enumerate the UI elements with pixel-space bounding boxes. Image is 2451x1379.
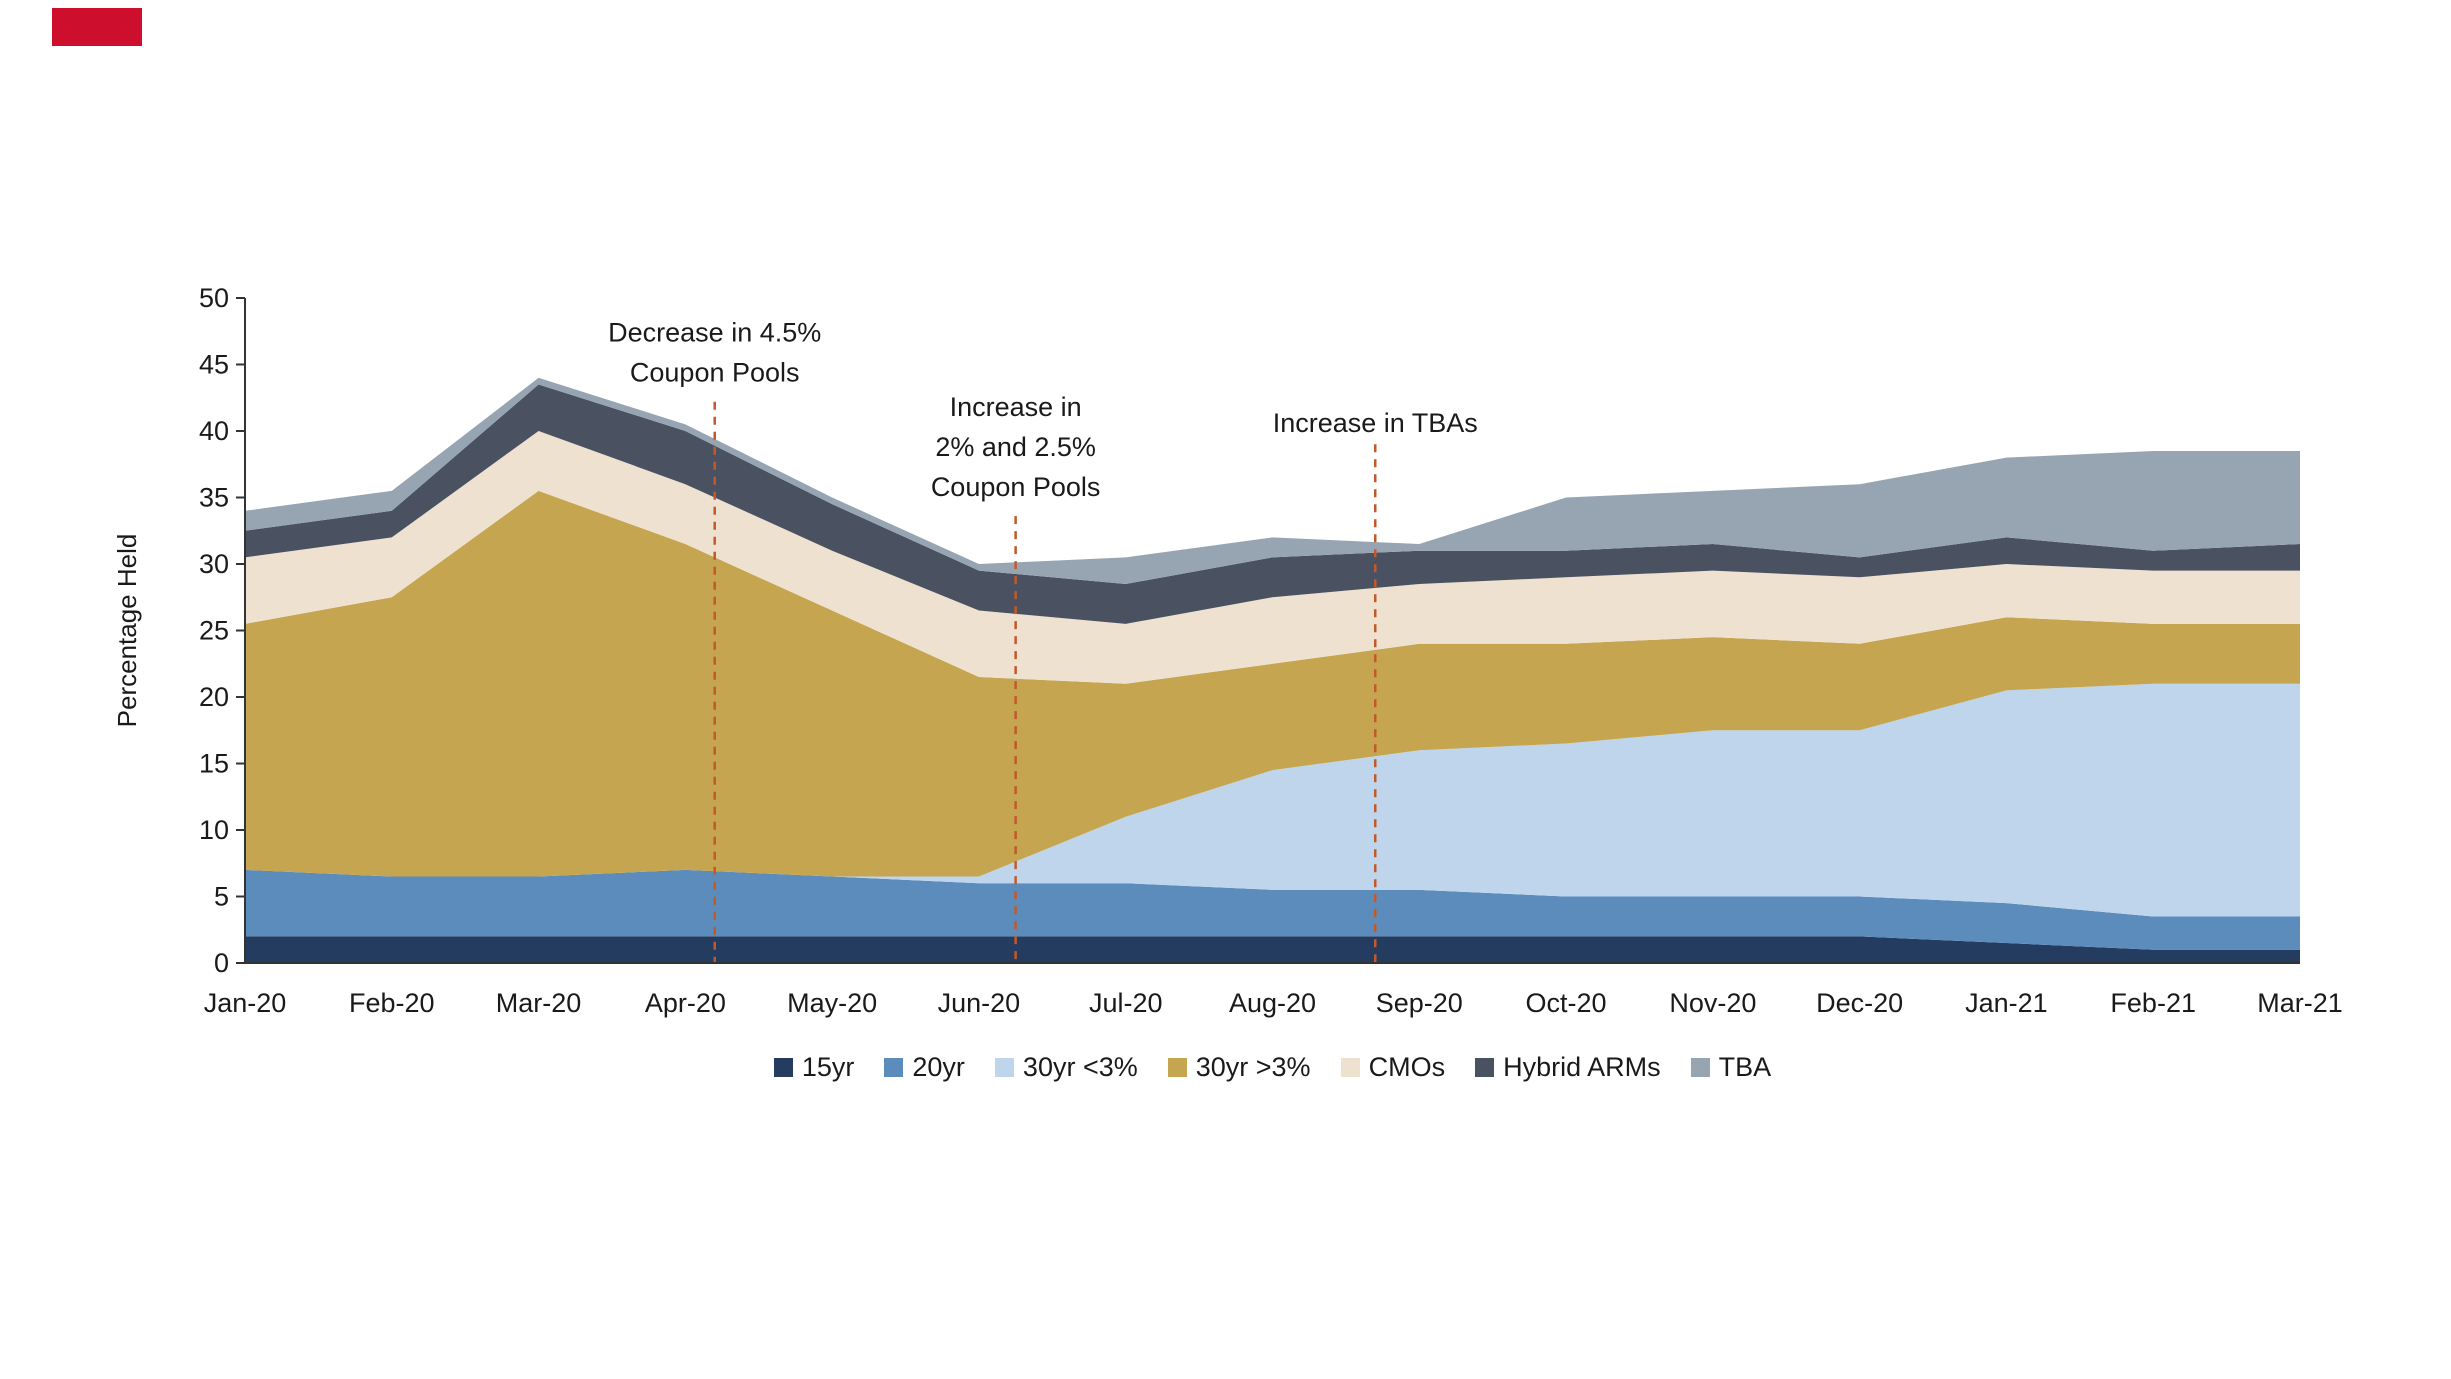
area-series-tba: [245, 377, 2300, 584]
y-tick-label: 20: [199, 682, 229, 712]
x-tick-label: May-20: [787, 988, 877, 1018]
area-series-15yr: [245, 936, 2300, 963]
y-tick-label: 50: [199, 283, 229, 313]
legend-label-hybrid-arms: Hybrid ARMs: [1503, 1052, 1661, 1082]
legend-label-30yr-3: 30yr <3%: [1022, 1052, 1138, 1082]
x-tick-label: Nov-20: [1669, 988, 1756, 1018]
y-tick-label: 40: [199, 416, 229, 446]
x-tick-label: Sep-20: [1376, 988, 1463, 1018]
x-tick-label: Jul-20: [1089, 988, 1163, 1018]
annotation-text-2: Increase in: [950, 392, 1082, 422]
legend-label-cmos: CMOs: [1368, 1052, 1446, 1082]
y-tick-label: 30: [199, 549, 229, 579]
legend-swatch-20yr: [884, 1058, 904, 1077]
legend-item-cmos: CMOs: [1340, 1052, 1446, 1083]
legend-item-15yr: 15yr: [773, 1052, 855, 1083]
legend-label-20yr: 20yr: [912, 1052, 965, 1082]
x-tick-label: Jan-21: [1965, 988, 2048, 1018]
legend-swatch-cmos: [1340, 1058, 1360, 1077]
area-series-cmos: [245, 431, 2300, 684]
legend-swatch-tba: [1690, 1058, 1710, 1077]
x-tick-label: Oct-20: [1526, 988, 1607, 1018]
annotation-text-2: Coupon Pools: [931, 472, 1101, 502]
x-tick-label: Apr-20: [645, 988, 726, 1018]
legend-swatch-hybrid-arms: [1475, 1058, 1495, 1077]
x-tick-label: Aug-20: [1229, 988, 1316, 1018]
y-tick-label: 0: [214, 948, 229, 978]
y-axis-title: Percentage Held: [112, 534, 142, 728]
area-series-hybrid-arms: [245, 384, 2300, 624]
y-tick-label: 45: [199, 350, 229, 380]
annotation-text-2: 2% and 2.5%: [935, 432, 1096, 462]
y-tick-label: 10: [199, 815, 229, 845]
area-series-30yr-3: [245, 683, 2300, 917]
y-tick-label: 25: [199, 616, 229, 646]
x-tick-label: Mar-21: [2257, 988, 2343, 1018]
annotation-text-1: Decrease in 4.5%: [608, 318, 821, 348]
legend-item-tba: TBA: [1690, 1052, 1772, 1083]
x-tick-label: Feb-20: [349, 988, 435, 1018]
legend-swatch-15yr: [773, 1058, 793, 1077]
x-tick-label: Jan-20: [204, 988, 287, 1018]
area-series-30yr-3: [245, 490, 2300, 877]
x-tick-label: Jun-20: [938, 988, 1021, 1018]
legend-item-30yr-3: 30yr >3%: [1167, 1052, 1311, 1083]
y-tick-label: 35: [199, 483, 229, 513]
legend-item-20yr: 20yr: [884, 1052, 965, 1083]
legend-item-30yr-3: 30yr <3%: [994, 1052, 1138, 1083]
legend-swatch-30yr-3: [994, 1058, 1014, 1077]
x-tick-label: Mar-20: [496, 988, 582, 1018]
red-mark: [52, 8, 142, 46]
x-tick-label: Dec-20: [1816, 988, 1903, 1018]
area-series-20yr: [245, 869, 2300, 950]
x-tick-label: Feb-21: [2110, 988, 2196, 1018]
legend-swatch-30yr-3: [1167, 1058, 1187, 1077]
legend-label-30yr-3: 30yr >3%: [1195, 1052, 1311, 1082]
y-tick-label: 5: [214, 882, 229, 912]
annotation-text-3: Increase in TBAs: [1273, 408, 1478, 438]
legend-label-15yr: 15yr: [801, 1052, 855, 1082]
chart-legend: 15yr 20yr 30yr <3% 30yr >3% CMOs Hybrid ARMs T…: [245, 1052, 2300, 1083]
annotation-text-1: Coupon Pools: [630, 358, 800, 388]
legend-label-tba: TBA: [1718, 1052, 1772, 1082]
legend-item-hybrid-arms: Hybrid ARMs: [1475, 1052, 1661, 1083]
y-tick-label: 15: [199, 749, 229, 779]
